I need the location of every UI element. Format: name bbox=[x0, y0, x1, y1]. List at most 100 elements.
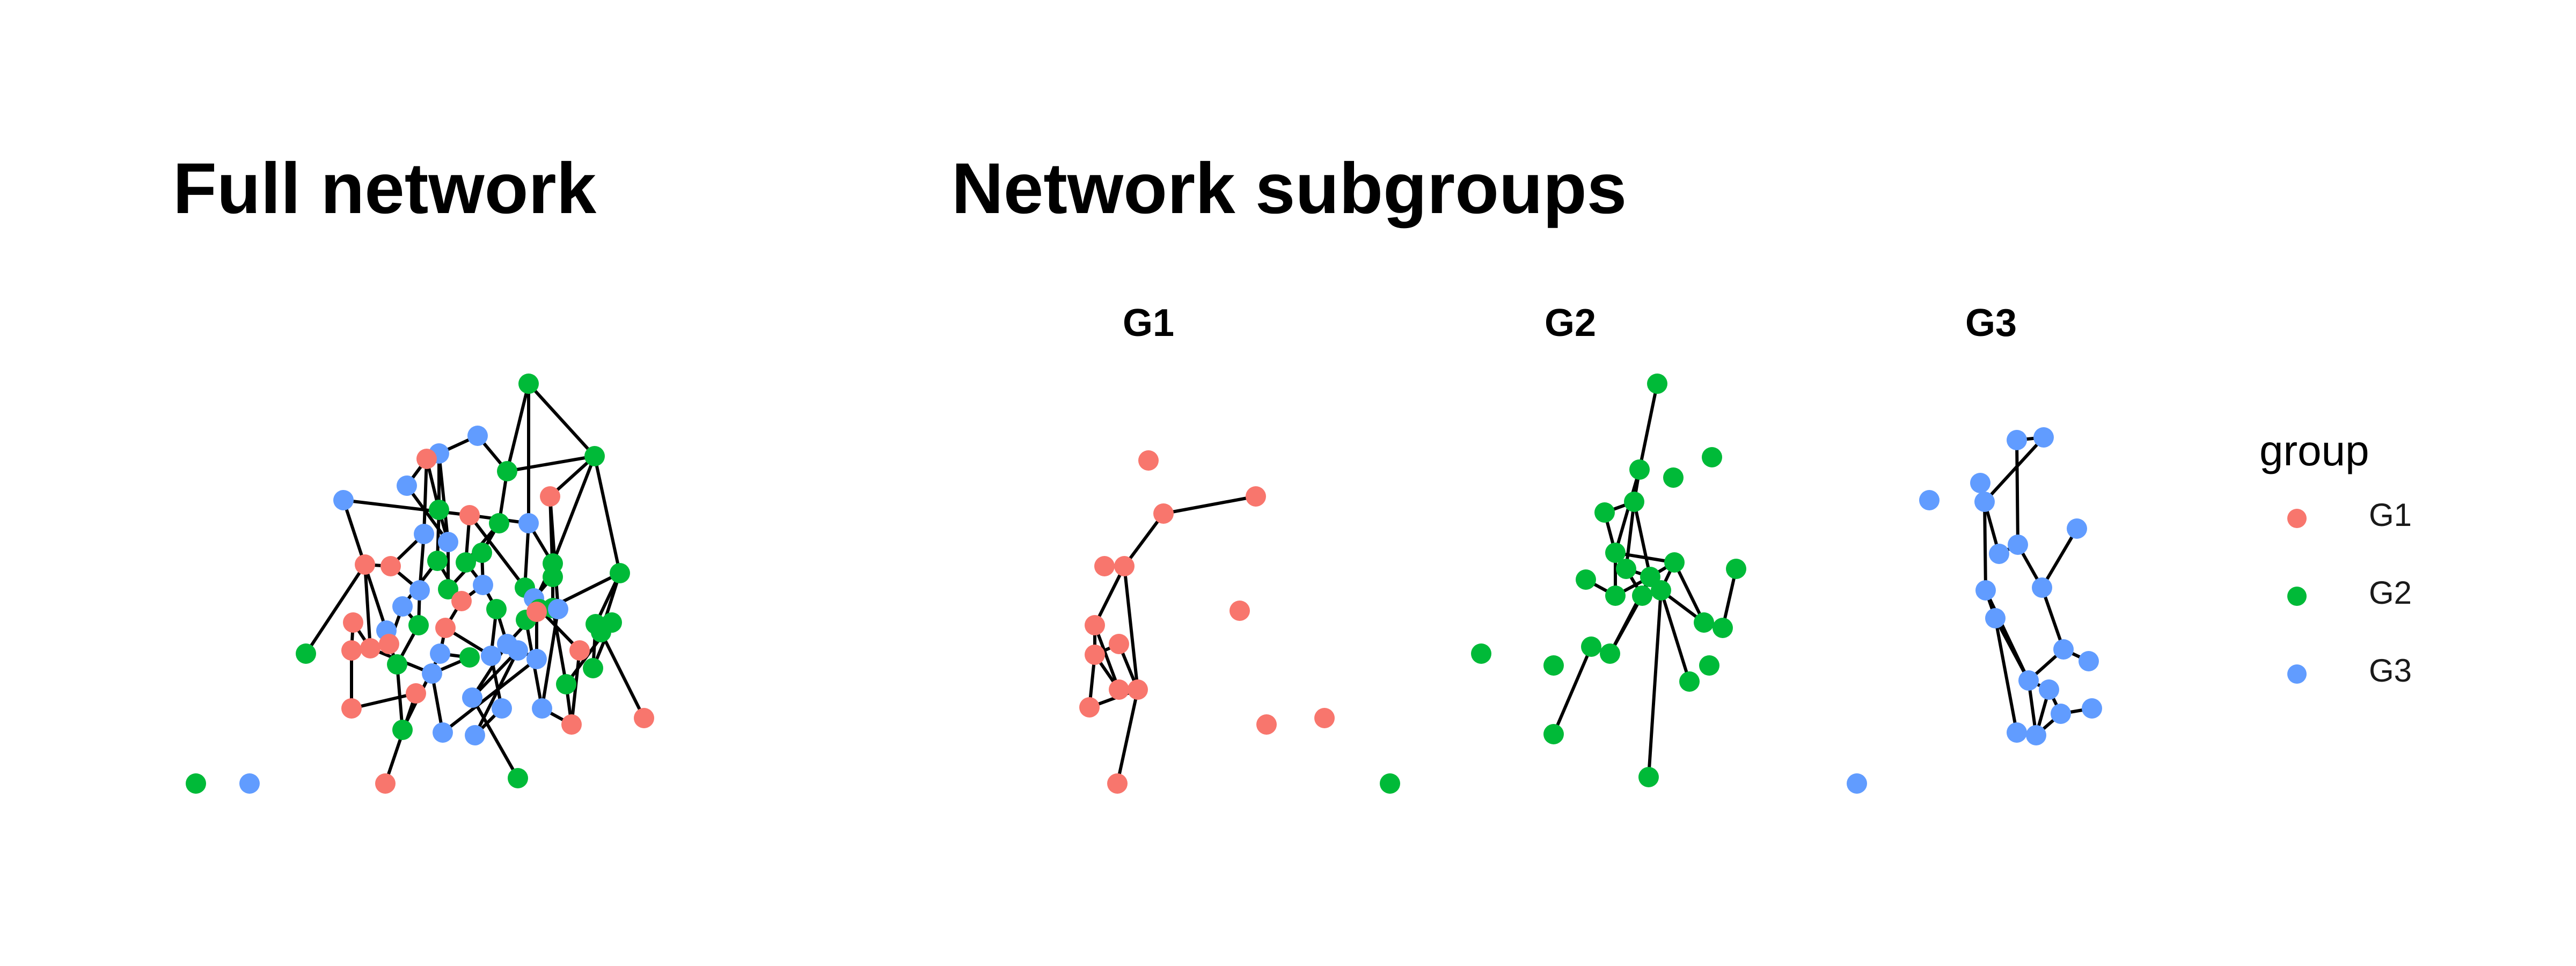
g3-node-g3 bbox=[2008, 535, 2028, 555]
g1-node-g1 bbox=[1138, 450, 1159, 471]
full-node-g3 bbox=[239, 773, 260, 794]
full-network-graph bbox=[186, 374, 654, 794]
full-node-g2 bbox=[408, 615, 429, 635]
g1-node-g1 bbox=[1109, 634, 1129, 654]
g2-node-g2 bbox=[1632, 586, 1652, 606]
g2-node-g2 bbox=[1651, 580, 1671, 601]
full-node-g1 bbox=[375, 773, 396, 794]
full-node-g3 bbox=[462, 687, 482, 708]
g2-node-g2 bbox=[1600, 643, 1620, 664]
full-node-g2 bbox=[584, 446, 605, 466]
full-node-g3 bbox=[508, 640, 528, 661]
full-node-g2 bbox=[392, 720, 413, 740]
g2-edge bbox=[1638, 383, 1659, 470]
g1-node-g1 bbox=[1128, 679, 1148, 700]
facet-title-g3: G3 bbox=[1965, 302, 2017, 345]
g1-node-g1 bbox=[1153, 503, 1174, 524]
full-node-g1 bbox=[343, 612, 363, 633]
g3-node-g3 bbox=[2053, 639, 2074, 660]
g3-node-g3 bbox=[1989, 544, 2009, 564]
full-edge bbox=[593, 456, 621, 574]
full-node-g2 bbox=[186, 773, 206, 794]
g3-node-g3 bbox=[2032, 577, 2052, 598]
g1-edge bbox=[1093, 565, 1126, 626]
g3-node-g3 bbox=[2051, 704, 2071, 724]
full-node-g2 bbox=[543, 567, 563, 587]
full-edge bbox=[551, 608, 568, 685]
g2-node-g2 bbox=[1664, 552, 1685, 573]
g3-node-g3 bbox=[1974, 492, 1995, 512]
full-edge bbox=[422, 458, 428, 535]
full-edge bbox=[507, 455, 595, 473]
g3-node-g3 bbox=[1975, 580, 1996, 601]
g2-node-g2 bbox=[1679, 671, 1700, 692]
g3-edge bbox=[1984, 589, 2030, 682]
legend-key-g3 bbox=[2287, 664, 2307, 684]
full-edge bbox=[548, 496, 560, 610]
full-node-g3 bbox=[438, 532, 458, 552]
g3-node-g3 bbox=[1970, 473, 1990, 493]
g2-edge bbox=[1624, 501, 1636, 569]
g2-node-g2 bbox=[1629, 459, 1650, 480]
full-network-title: Full network bbox=[173, 149, 597, 229]
g1-node-g1 bbox=[1114, 556, 1135, 576]
g3-edge bbox=[1983, 501, 1987, 591]
g1-node-g1 bbox=[1085, 615, 1105, 635]
g2-node-g2 bbox=[1594, 502, 1615, 523]
full-node-g1 bbox=[561, 714, 582, 735]
g1-node-g1 bbox=[1246, 486, 1266, 507]
g1-node-g1 bbox=[1079, 697, 1100, 718]
full-edge bbox=[551, 455, 596, 565]
full-node-g2 bbox=[296, 643, 316, 664]
g3-node-g3 bbox=[2018, 670, 2039, 691]
full-node-g2 bbox=[497, 461, 517, 481]
full-node-g3 bbox=[473, 575, 493, 595]
g2-node-g2 bbox=[1543, 724, 1564, 744]
facet-title-g1: G1 bbox=[1122, 302, 1175, 345]
g3-node-g3 bbox=[1847, 773, 1867, 794]
full-node-g2 bbox=[387, 654, 407, 675]
subgroup-g2-graph bbox=[1380, 374, 1746, 794]
legend-item-g1: G1 bbox=[2259, 488, 2485, 547]
g3-node-g3 bbox=[1985, 608, 2006, 628]
full-node-g1 bbox=[526, 602, 547, 622]
g1-node-g1 bbox=[1107, 773, 1128, 794]
full-node-g3 bbox=[467, 426, 488, 446]
full-node-g1 bbox=[355, 554, 375, 575]
g1-edge bbox=[1093, 624, 1121, 691]
legend-label-g2: G2 bbox=[2369, 575, 2412, 611]
g2-edge bbox=[1659, 590, 1691, 682]
full-node-g3 bbox=[433, 722, 453, 743]
full-node-g3 bbox=[333, 490, 354, 510]
full-node-g1 bbox=[540, 486, 560, 507]
g3-node-g3 bbox=[2079, 651, 2099, 671]
g2-node-g2 bbox=[1713, 618, 1733, 638]
g3-edge bbox=[1983, 436, 2045, 503]
full-node-g3 bbox=[465, 725, 485, 745]
full-node-g2 bbox=[429, 500, 449, 520]
g2-node-g2 bbox=[1702, 447, 1722, 467]
full-edge bbox=[442, 657, 538, 734]
g2-node-g2 bbox=[1726, 559, 1746, 579]
g3-node-g3 bbox=[2067, 518, 2087, 539]
full-node-g2 bbox=[518, 374, 539, 394]
legend-key-g1 bbox=[2287, 509, 2307, 528]
g2-edge bbox=[1552, 646, 1593, 735]
full-node-g2 bbox=[583, 658, 603, 678]
g2-edge bbox=[1614, 469, 1641, 553]
full-edge bbox=[471, 697, 519, 779]
g2-node-g2 bbox=[1471, 643, 1491, 664]
g3-node-g3 bbox=[2039, 679, 2059, 700]
full-node-g2 bbox=[556, 674, 576, 694]
g3-node-g3 bbox=[2033, 427, 2054, 448]
full-edge bbox=[363, 564, 372, 649]
g1-edge bbox=[1116, 689, 1139, 784]
full-edge bbox=[471, 643, 509, 699]
full-node-g3 bbox=[526, 649, 547, 669]
full-edge bbox=[304, 564, 367, 655]
network-subgroups-title: Network subgroups bbox=[952, 149, 1627, 229]
full-edge bbox=[343, 499, 470, 517]
subgroup-g1-graph bbox=[1079, 450, 1335, 794]
g2-node-g2 bbox=[1543, 655, 1564, 676]
